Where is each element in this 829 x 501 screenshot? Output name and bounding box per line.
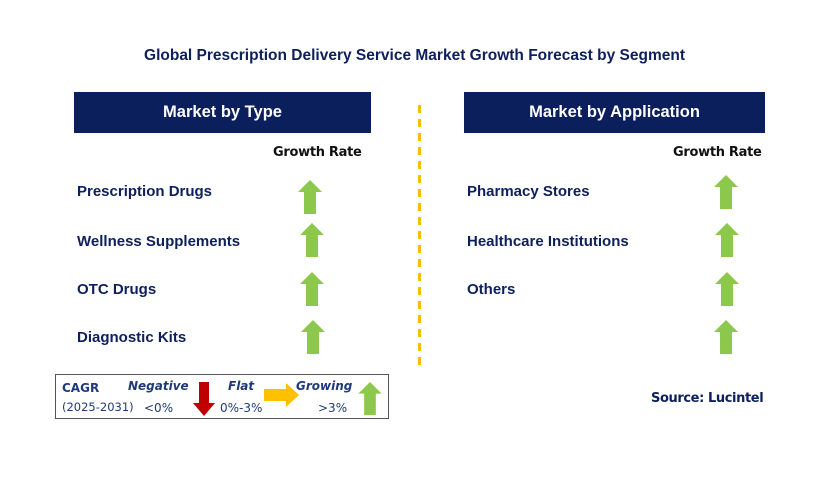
arrow-up-green-icon (358, 382, 382, 415)
legend-growing-label: Growing (296, 379, 353, 393)
legend-negative-label: Negative (128, 379, 189, 393)
cagr-legend: CAGR (2025-2031) Negative <0% Flat 0%-3%… (55, 374, 389, 419)
segment-label: Prescription Drugs (77, 183, 213, 200)
segment-label: Diagnostic Kits (77, 329, 187, 346)
market-by-type-header: Market by Type (74, 92, 371, 133)
arrow-up-icon (714, 175, 738, 209)
page-title: Global Prescription Delivery Service Mar… (144, 47, 685, 64)
arrow-up-icon (298, 180, 322, 214)
legend-negative-range: <0% (144, 401, 174, 415)
arrow-up-icon (714, 320, 738, 354)
dashed-divider (418, 105, 421, 367)
legend-flat-label: Flat (228, 379, 255, 393)
arrow-up-icon (715, 223, 739, 257)
legend-period: (2025-2031) (62, 400, 134, 414)
source-label: Source: Lucintel (651, 391, 764, 406)
segment-label: Healthcare Institutions (467, 233, 629, 250)
segment-label: Pharmacy Stores (467, 183, 590, 200)
growth-rate-label-left: Growth Rate (273, 145, 362, 160)
legend-flat-range: 0%-3% (220, 401, 263, 415)
arrow-down-red-icon (193, 382, 215, 416)
growth-rate-label-right: Growth Rate (673, 145, 762, 160)
segment-label: OTC Drugs (77, 281, 157, 298)
arrow-up-icon (300, 223, 324, 257)
arrow-up-icon (301, 320, 325, 354)
arrow-right-yellow-icon (264, 383, 299, 407)
market-by-application-header: Market by Application (464, 92, 765, 133)
segment-label: Others (467, 281, 516, 298)
segment-label: Wellness Supplements (77, 233, 241, 250)
legend-cagr-label: CAGR (62, 381, 100, 395)
arrow-up-icon (300, 272, 324, 306)
legend-growing-range: >3% (318, 401, 348, 415)
arrow-up-icon (715, 272, 739, 306)
